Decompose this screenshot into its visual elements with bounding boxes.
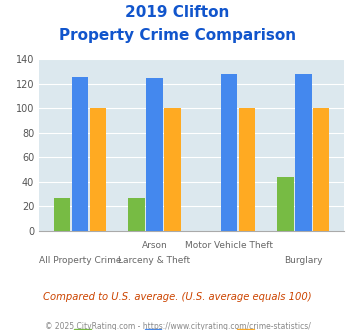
Bar — [129, 198, 145, 231]
Bar — [295, 74, 312, 231]
Bar — [54, 198, 70, 231]
Text: All Property Crime: All Property Crime — [39, 256, 121, 265]
Bar — [164, 109, 181, 231]
Bar — [277, 177, 294, 231]
Text: Larceny & Theft: Larceny & Theft — [119, 256, 191, 265]
Text: Arson: Arson — [142, 241, 167, 250]
Legend: Clifton, Tennessee, National: Clifton, Tennessee, National — [71, 326, 313, 330]
Text: Compared to U.S. average. (U.S. average equals 100): Compared to U.S. average. (U.S. average … — [43, 292, 312, 302]
Bar — [146, 78, 163, 231]
Text: Property Crime Comparison: Property Crime Comparison — [59, 28, 296, 43]
Bar — [90, 109, 106, 231]
Bar — [313, 109, 329, 231]
Bar — [72, 77, 88, 231]
Text: Burglary: Burglary — [284, 256, 323, 265]
Bar — [239, 109, 255, 231]
Text: 2019 Clifton: 2019 Clifton — [125, 5, 230, 20]
Bar — [221, 74, 237, 231]
Text: Motor Vehicle Theft: Motor Vehicle Theft — [185, 241, 273, 250]
Text: © 2025 CityRating.com - https://www.cityrating.com/crime-statistics/: © 2025 CityRating.com - https://www.city… — [45, 322, 310, 330]
